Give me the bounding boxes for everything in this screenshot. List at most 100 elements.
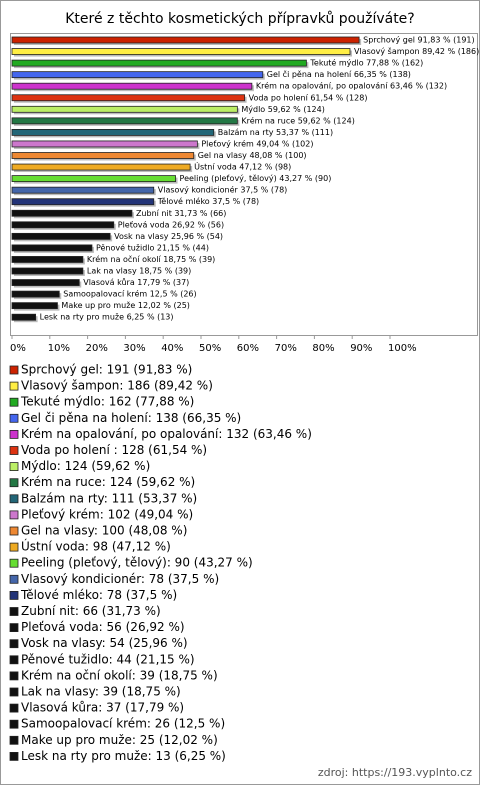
source: zdroj: https://193.vyplnto.cz [318, 766, 472, 779]
x-tick-label: 70% [275, 343, 297, 354]
x-tick-label: 10% [48, 343, 70, 354]
bar-label: Make up pro muže 12,02 % (25) [61, 301, 189, 310]
legend-swatch [9, 462, 19, 472]
bar [11, 267, 84, 275]
bar-label: Pleťový krém 49,04 % (102) [201, 138, 313, 148]
legend-swatch [9, 365, 19, 375]
legend-swatch [9, 703, 19, 713]
legend-swatch [9, 687, 19, 697]
bar [11, 244, 93, 252]
legend-swatch [9, 671, 19, 681]
legend-label: Ústní voda: 98 (47,12 %) [21, 539, 171, 554]
x-tick-label: 20% [86, 343, 108, 354]
legend-label: Make up pro muže: 25 (12,02 %) [21, 733, 218, 747]
legend-label: Samoopalovací krém: 26 (12,5 %) [21, 717, 225, 731]
legend-label: Zubní nit: 66 (31,73 %) [21, 604, 161, 618]
legend-swatch [9, 510, 19, 520]
legend-swatch [9, 735, 19, 745]
legend-swatch [9, 446, 19, 455]
legend-swatch [9, 574, 19, 584]
bar [11, 302, 58, 310]
legend-label: Gel na vlasy: 100 (48,08 %) [21, 524, 187, 538]
bar [11, 279, 80, 286]
legend-label: Voda po holení : 128 (61,54 %) [21, 443, 207, 457]
bar [11, 59, 307, 67]
legend-label: Lesk na rty pro muže: 13 (6,25 %) [21, 749, 226, 763]
bar-label: Pleťová voda 26,92 % (56) [118, 220, 224, 229]
bar-label: Lesk na rty pro muže 6,25 % (13) [40, 313, 174, 322]
x-tick-label: 50% [199, 343, 221, 354]
legend-label: Lak na vlasy: 39 (18,75 %) [21, 685, 181, 699]
bar [11, 163, 191, 171]
bar-label: Samoopalovací krém 12,5 % (26) [63, 289, 196, 299]
bar-label: Zubní nit 31,73 % (66) [136, 209, 226, 218]
legend-swatch [9, 719, 19, 729]
bar [11, 82, 253, 90]
bar [11, 140, 198, 148]
legend-label: Peeling (pleťový, tělový): 90 (43,27 %) [21, 556, 253, 570]
legend-label: Vosk na vlasy: 54 (25,96 %) [21, 636, 188, 650]
legend-label: Vlasový šampon: 186 (89,42 %) [21, 379, 213, 393]
bar [11, 94, 246, 102]
bar [11, 256, 84, 263]
legend-label: Balzám na rty: 111 (53,37 %) [21, 491, 197, 505]
bar-label: Ústní voda 47,12 % (98) [194, 161, 291, 172]
bar [11, 48, 351, 55]
legend-swatch [9, 478, 19, 488]
bar [11, 221, 115, 229]
legend-label: Gel či pěna na holení: 138 (66,35 %) [21, 411, 241, 425]
legend-swatch [9, 623, 19, 632]
bar [11, 128, 215, 136]
bar [11, 186, 155, 194]
bar-label: Lak na vlasy 18,75 % (39) [87, 267, 191, 276]
legend-label: Mýdlo: 124 (59,62 %) [21, 459, 150, 473]
legend-label: Tekuté mýdlo: 162 (77,88 %) [20, 395, 194, 409]
bar [11, 313, 37, 321]
x-tick-label: 90% [350, 343, 372, 354]
legend-swatch [9, 413, 19, 423]
x-tick-label: 100% [388, 343, 417, 354]
legend-label: Vlasová kůra: 37 (17,79 %) [21, 701, 184, 715]
x-tick-label: 80% [312, 343, 334, 354]
bar-label: Balzám na rty 53,37 % (111) [218, 128, 333, 137]
bar [11, 71, 264, 79]
x-tick-label: 30% [123, 343, 145, 354]
bar-label: Vlasový šampon 89,42 % (186) [354, 46, 479, 56]
plot-frame [10, 33, 478, 336]
legend-swatch [9, 639, 19, 649]
legend-swatch [9, 494, 19, 504]
x-tick-label: 60% [237, 343, 259, 354]
legend-swatch [9, 526, 19, 536]
bar [11, 290, 60, 298]
bar-label: Krém na oční okolí 18,75 % (39) [87, 254, 215, 264]
legend-swatch [9, 655, 19, 665]
x-tick-label: 0% [10, 343, 26, 354]
legend-swatch [9, 381, 19, 391]
legend-label: Vlasový kondicionér: 78 (37,5 %) [21, 572, 219, 586]
bar-label: Voda po holení 61,54 % (128) [249, 93, 368, 102]
bar-label: Vlasový kondicionér 37,5 % (78) [158, 185, 288, 195]
bar [11, 198, 155, 206]
bar-label: Gel na vlasy 48,08 % (100) [198, 151, 307, 160]
bar-label: Krém na opalování, po opalování 63,46 % … [256, 81, 447, 91]
legend-swatch [9, 542, 19, 552]
bar-label: Tělové mléko 37,5 % (78) [157, 196, 259, 206]
bar-label: Krém na ruce 59,62 % (124) [241, 115, 354, 125]
bar [11, 232, 111, 240]
bar-label: Vlasová kůra 17,79 % (37) [83, 277, 189, 287]
bar-label: Tekuté mýdlo 77,88 % (162) [309, 58, 423, 68]
bar [11, 105, 238, 113]
legend-label: Krém na oční okolí: 39 (18,75 %) [21, 668, 218, 682]
legend-label: Krém na ruce: 124 (59,62 %) [21, 475, 195, 489]
bar-label: Gel či pěna na holení 66,35 % (138) [267, 69, 411, 79]
bar [11, 175, 176, 183]
bar-label: Vosk na vlasy 25,96 % (54) [114, 232, 223, 241]
bar-label: Pěnové tužidlo 21,15 % (44) [96, 242, 209, 252]
legend-label: Pleťová voda: 56 (26,92 %) [21, 620, 185, 634]
legend-label: Krém na opalování, po opalování: 132 (63… [21, 427, 312, 441]
bar [11, 152, 195, 159]
bar-label: Mýdlo 59,62 % (124) [241, 105, 324, 114]
legend-swatch [9, 591, 19, 600]
legend-swatch [9, 752, 19, 761]
